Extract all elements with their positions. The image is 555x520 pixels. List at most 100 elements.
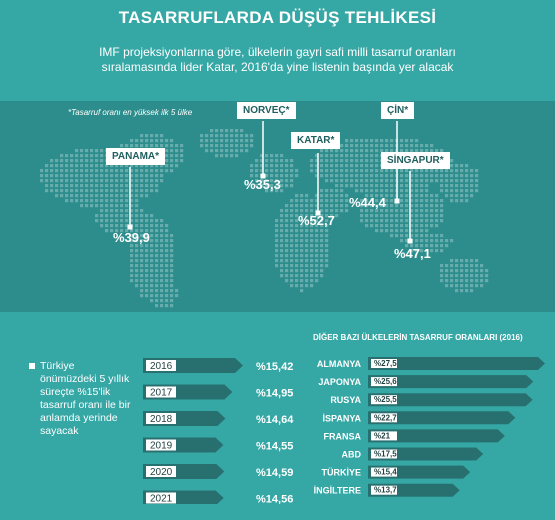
map-dot: [85, 179, 89, 183]
map-dot: [290, 159, 294, 163]
map-dot: [155, 289, 159, 293]
map-dot: [140, 209, 144, 213]
map-dot: [435, 224, 439, 228]
map-dot: [355, 159, 359, 163]
map-dot: [360, 189, 364, 193]
map-dot: [100, 169, 104, 173]
map-dot: [275, 239, 279, 243]
map-dot: [110, 184, 114, 188]
map-dot: [410, 249, 414, 253]
map-dot: [425, 249, 429, 253]
map-dot: [145, 239, 149, 243]
map-dot: [470, 189, 474, 193]
map-dot: [315, 159, 319, 163]
map-dot: [475, 274, 479, 278]
map-dot: [395, 219, 399, 223]
map-dot: [80, 179, 84, 183]
map-dot: [305, 244, 309, 248]
map-dot: [95, 149, 99, 153]
map-dot: [135, 284, 139, 288]
map-dot: [140, 274, 144, 278]
map-dot: [115, 219, 119, 223]
map-dot: [110, 204, 114, 208]
map-dot: [460, 199, 464, 203]
map-dot: [230, 154, 234, 158]
map-dot: [60, 194, 64, 198]
map-dot: [445, 169, 449, 173]
map-dot: [330, 149, 334, 153]
map-dot: [270, 189, 274, 193]
map-dot: [70, 154, 74, 158]
map-dot: [385, 139, 389, 143]
country-name-label: TÜRKİYE: [321, 468, 361, 478]
map-dot: [320, 234, 324, 238]
map-dot: [210, 149, 214, 153]
map-dot: [455, 279, 459, 283]
map-dot: [95, 199, 99, 203]
map-dot: [430, 199, 434, 203]
map-dot: [120, 199, 124, 203]
location-marker: [407, 238, 413, 244]
map-dot: [95, 204, 99, 208]
map-dot: [445, 284, 449, 288]
map-dot: [345, 169, 349, 173]
map-dot: [430, 144, 434, 148]
map-dot: [50, 174, 54, 178]
map-dot: [395, 209, 399, 213]
map-dot: [55, 194, 59, 198]
map-dot: [135, 269, 139, 273]
map-dot: [130, 144, 134, 148]
map-dot: [90, 149, 94, 153]
map-dot: [320, 244, 324, 248]
map-dot: [285, 244, 289, 248]
map-dot: [165, 289, 169, 293]
map-dot: [435, 234, 439, 238]
map-dot: [65, 199, 69, 203]
map-dot: [255, 169, 259, 173]
map-dot: [325, 234, 329, 238]
map-dot: [90, 184, 94, 188]
map-dot: [425, 234, 429, 238]
map-dot: [315, 244, 319, 248]
map-dot: [335, 174, 339, 178]
map-dot: [470, 194, 474, 198]
map-dot: [325, 174, 329, 178]
map-dot: [415, 244, 419, 248]
map-dot: [405, 224, 409, 228]
map-dot: [485, 279, 489, 283]
map-dot: [260, 184, 264, 188]
map-dot: [430, 239, 434, 243]
map-dot: [225, 139, 229, 143]
map-dot: [460, 169, 464, 173]
map-dot: [135, 144, 139, 148]
world-dot-map: [40, 121, 489, 308]
map-dot: [420, 224, 424, 228]
map-dot: [135, 229, 139, 233]
map-dot: [230, 134, 234, 138]
map-dot: [295, 269, 299, 273]
map-dot: [155, 229, 159, 233]
map-dot: [160, 284, 164, 288]
map-dot: [425, 189, 429, 193]
map-dot: [135, 224, 139, 228]
map-dot: [380, 184, 384, 188]
map-dot: [470, 169, 474, 173]
map-dot: [355, 154, 359, 158]
map-dot: [275, 224, 279, 228]
map-dot: [270, 184, 274, 188]
map-dot: [300, 224, 304, 228]
map-dot: [295, 284, 299, 288]
map-dot: [300, 229, 304, 233]
map-dot: [360, 149, 364, 153]
map-dot: [445, 174, 449, 178]
map-dot: [135, 254, 139, 258]
map-dot: [290, 164, 294, 168]
map-dot: [420, 219, 424, 223]
map-dot: [460, 289, 464, 293]
map-dot: [405, 209, 409, 213]
map-dot: [440, 214, 444, 218]
map-dot: [275, 244, 279, 248]
country-value-label: %13,7: [374, 486, 397, 495]
map-dot: [215, 129, 219, 133]
map-dot: [115, 199, 119, 203]
